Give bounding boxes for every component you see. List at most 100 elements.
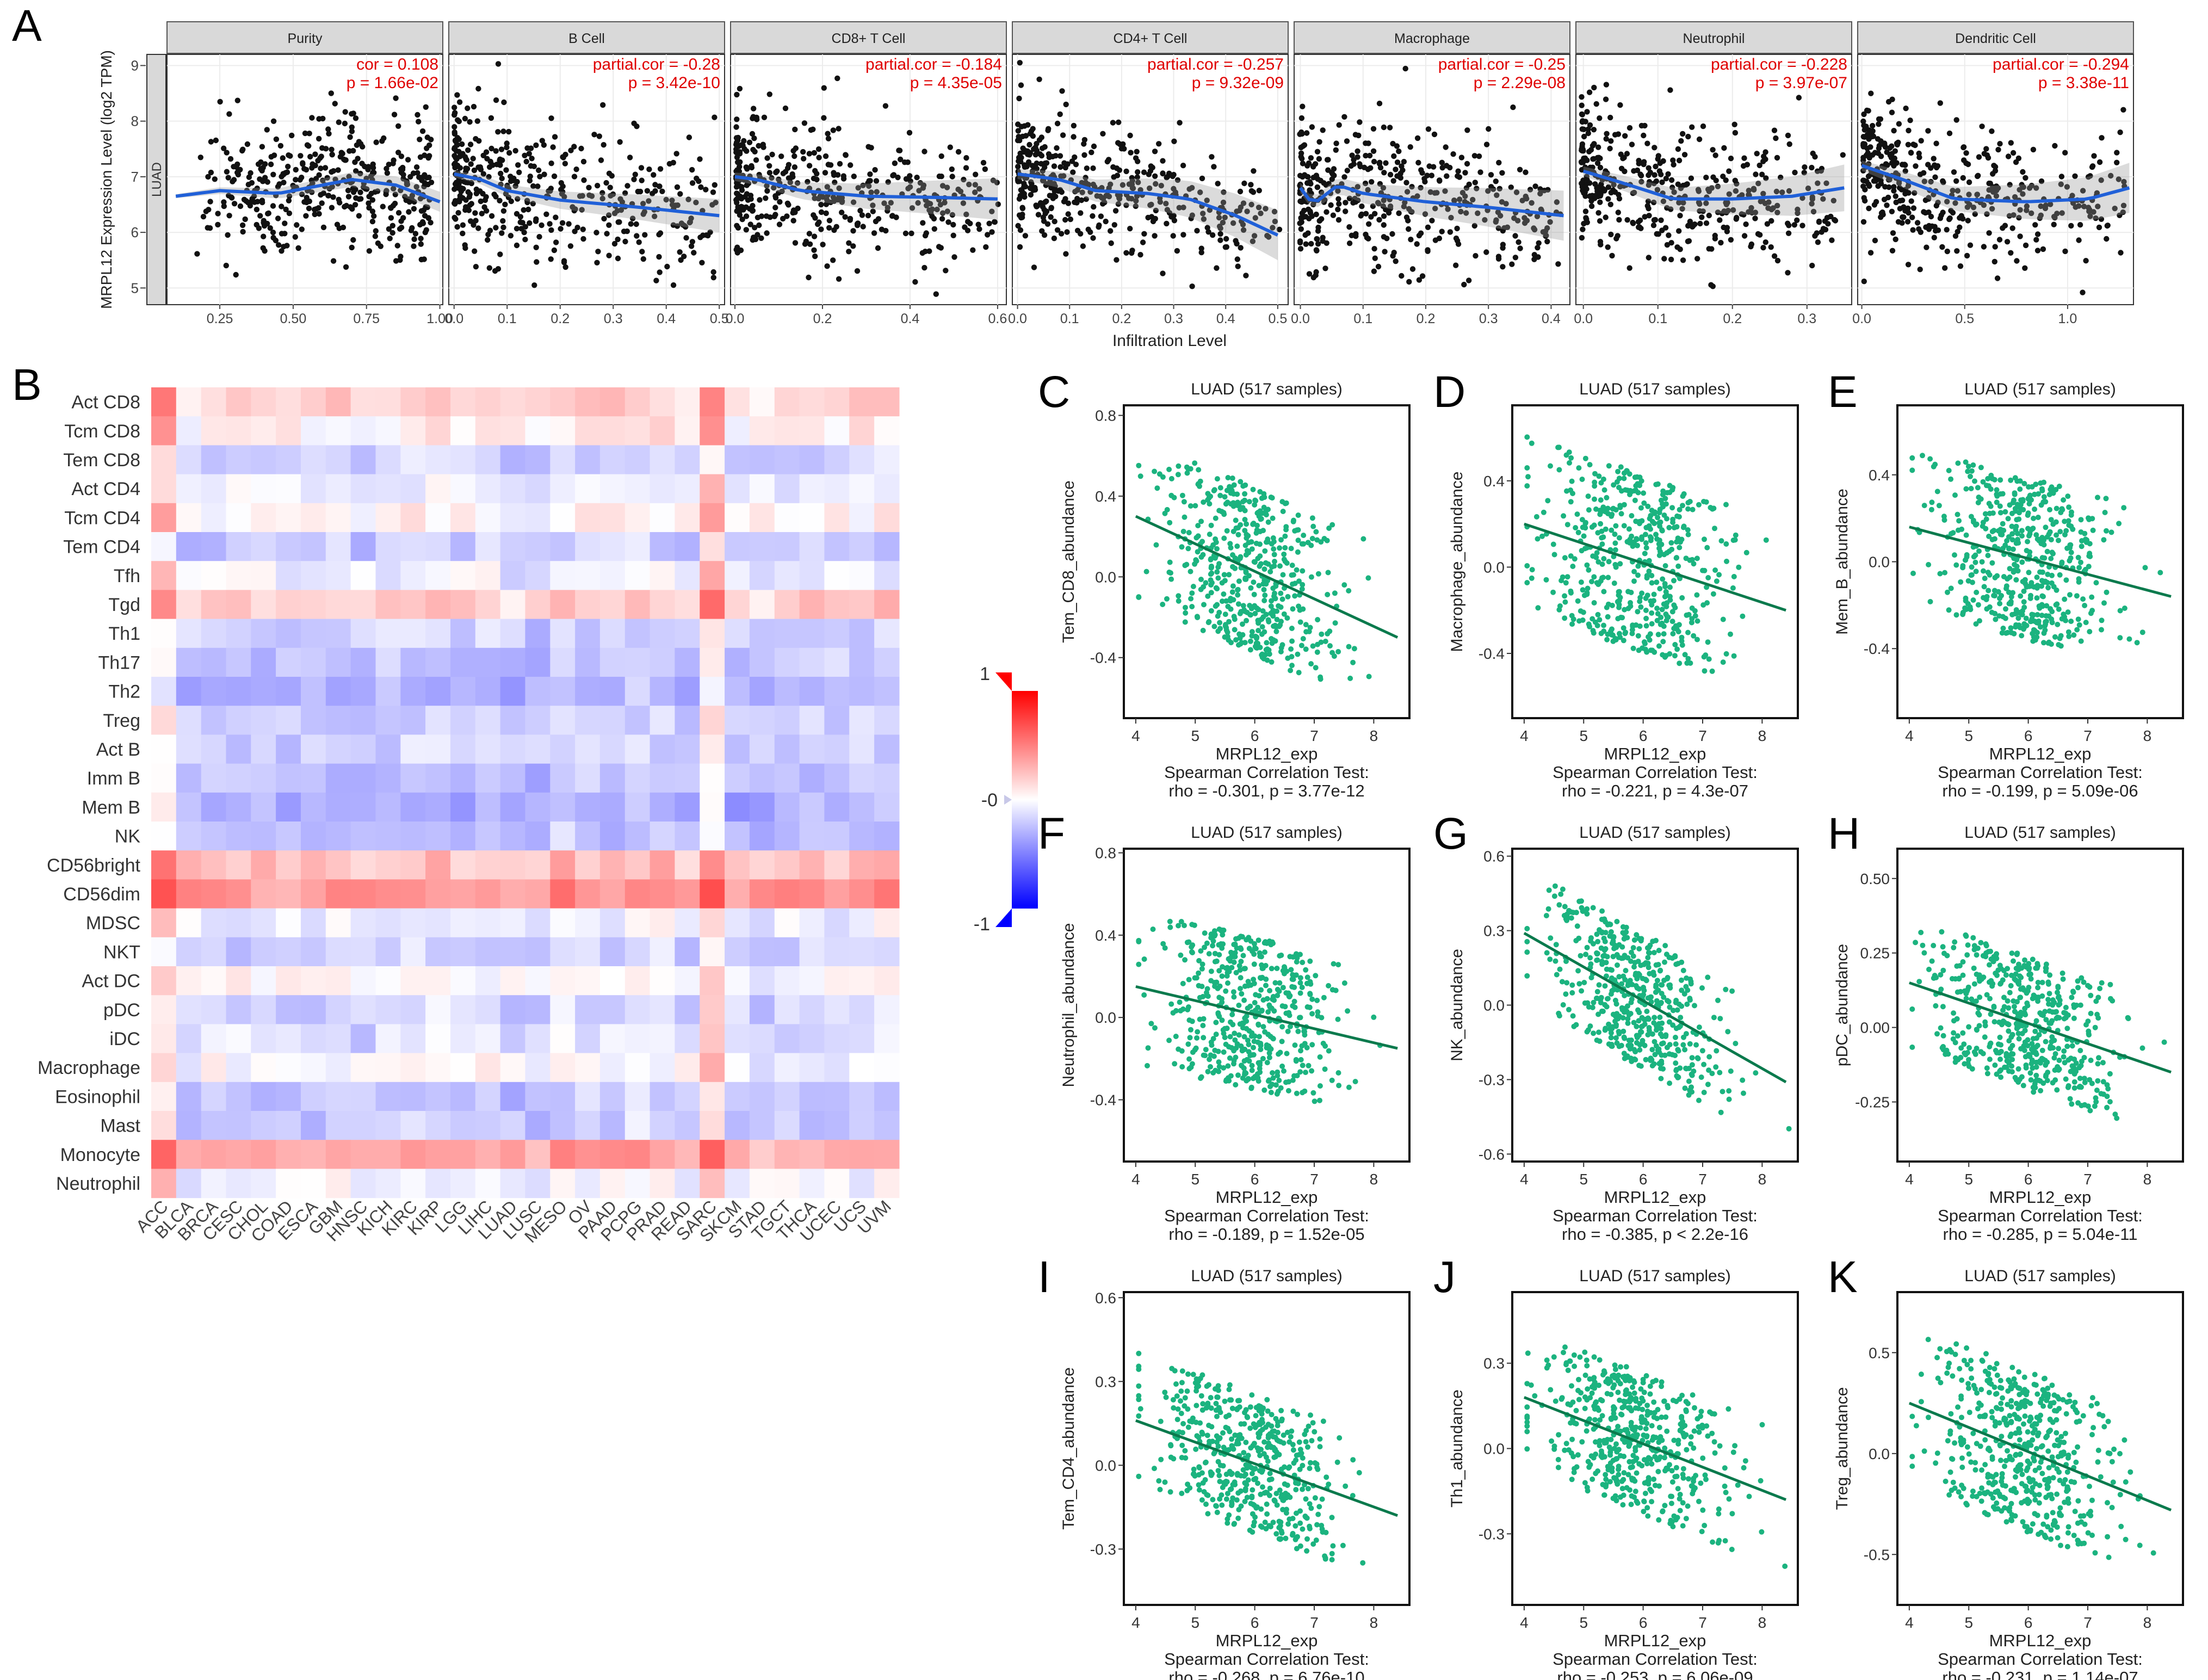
data-point [1594, 101, 1599, 107]
heatmap-cell [326, 966, 351, 996]
data-point [1733, 533, 1739, 538]
data-point [1524, 483, 1530, 489]
heatmap-cell [874, 850, 899, 880]
heatmap-cell [176, 503, 201, 533]
heatmap-cell [550, 532, 575, 561]
data-point [2118, 250, 2123, 255]
data-point [1164, 221, 1169, 226]
data-point [1660, 639, 1666, 644]
data-point [1243, 273, 1248, 278]
data-point [318, 192, 323, 197]
data-point [1595, 184, 1600, 190]
data-point [1201, 628, 1206, 633]
heatmap-cell [550, 793, 575, 822]
data-point [563, 264, 568, 270]
data-point [1966, 180, 1972, 185]
data-point [642, 232, 647, 238]
data-point [1580, 477, 1585, 482]
data-point [1308, 661, 1314, 666]
data-point [1333, 620, 1338, 626]
heatmap-cell [500, 879, 525, 909]
data-point [737, 183, 743, 189]
statistic-label: rho = -0.301, p = 3.77e-12 [1168, 781, 1364, 800]
data-point [416, 175, 422, 180]
data-point [1580, 126, 1585, 132]
data-point [1238, 189, 1243, 194]
data-point [931, 216, 937, 221]
heatmap-cell [425, 474, 450, 504]
data-point [1269, 659, 1275, 665]
data-point [1637, 623, 1643, 629]
data-point [323, 146, 329, 151]
data-point [1057, 153, 1063, 158]
legend-top-triangle [995, 672, 1012, 691]
data-point [603, 180, 609, 186]
heatmap-cell [625, 793, 650, 822]
data-point [1601, 623, 1606, 628]
heatmap-cell [450, 1053, 475, 1083]
data-point [1281, 552, 1287, 557]
data-point [595, 249, 601, 254]
data-point [1642, 214, 1647, 219]
data-point [307, 131, 312, 136]
data-point [2006, 153, 2011, 159]
data-point [1954, 248, 1959, 254]
data-point [1604, 495, 1609, 501]
data-point [1360, 536, 1366, 542]
data-point [1198, 587, 1204, 592]
data-point [1672, 653, 1678, 658]
heatmap-cell [251, 1111, 276, 1140]
data-point [1055, 227, 1060, 233]
heatmap-cell [550, 416, 575, 446]
data-point [836, 276, 842, 282]
heatmap-cell [301, 966, 326, 996]
data-point [581, 177, 586, 183]
data-point [1262, 566, 1267, 572]
heatmap-cell [700, 937, 725, 967]
data-point [1160, 171, 1165, 176]
heatmap-cell [176, 966, 201, 996]
heatmap-cell [475, 734, 500, 764]
data-point [359, 160, 364, 166]
data-point [1590, 143, 1595, 149]
data-point [2080, 289, 2085, 295]
data-point [617, 139, 622, 145]
heatmap-cell [301, 1024, 326, 1053]
data-point [1906, 262, 1911, 267]
data-point [1371, 159, 1377, 164]
data-point [1889, 144, 1894, 149]
data-point [1456, 242, 1461, 247]
heatmap-cell [824, 793, 849, 822]
heatmap-cell [725, 793, 750, 822]
data-point [1731, 653, 1737, 659]
data-point [981, 160, 986, 165]
data-point [1211, 624, 1217, 629]
heatmap-cell [400, 764, 425, 793]
data-point [1450, 151, 1456, 157]
heatmap-cell [600, 648, 625, 677]
data-point [1257, 564, 1262, 569]
data-point [343, 157, 349, 163]
heatmap-cell [176, 706, 201, 735]
data-point [422, 152, 427, 158]
data-point [1281, 572, 1286, 578]
heatmap-cell [775, 1053, 800, 1083]
data-point [1078, 210, 1083, 215]
heatmap-cell [525, 561, 550, 590]
heatmap-cell [400, 995, 425, 1024]
heatmap-cell [201, 1140, 226, 1169]
heatmap-cell [226, 532, 251, 561]
data-point [393, 95, 398, 101]
data-point [303, 213, 308, 219]
heatmap-cell [600, 416, 625, 446]
data-point [552, 134, 558, 139]
heatmap-cell [475, 474, 500, 504]
data-point [472, 249, 477, 254]
heatmap-cell [301, 503, 326, 533]
heatmap-cell [276, 1111, 301, 1140]
data-point [1052, 163, 1057, 169]
heatmap-cell [525, 764, 550, 793]
data-point [1477, 169, 1483, 175]
data-point [1336, 201, 1341, 207]
data-point [820, 242, 825, 247]
